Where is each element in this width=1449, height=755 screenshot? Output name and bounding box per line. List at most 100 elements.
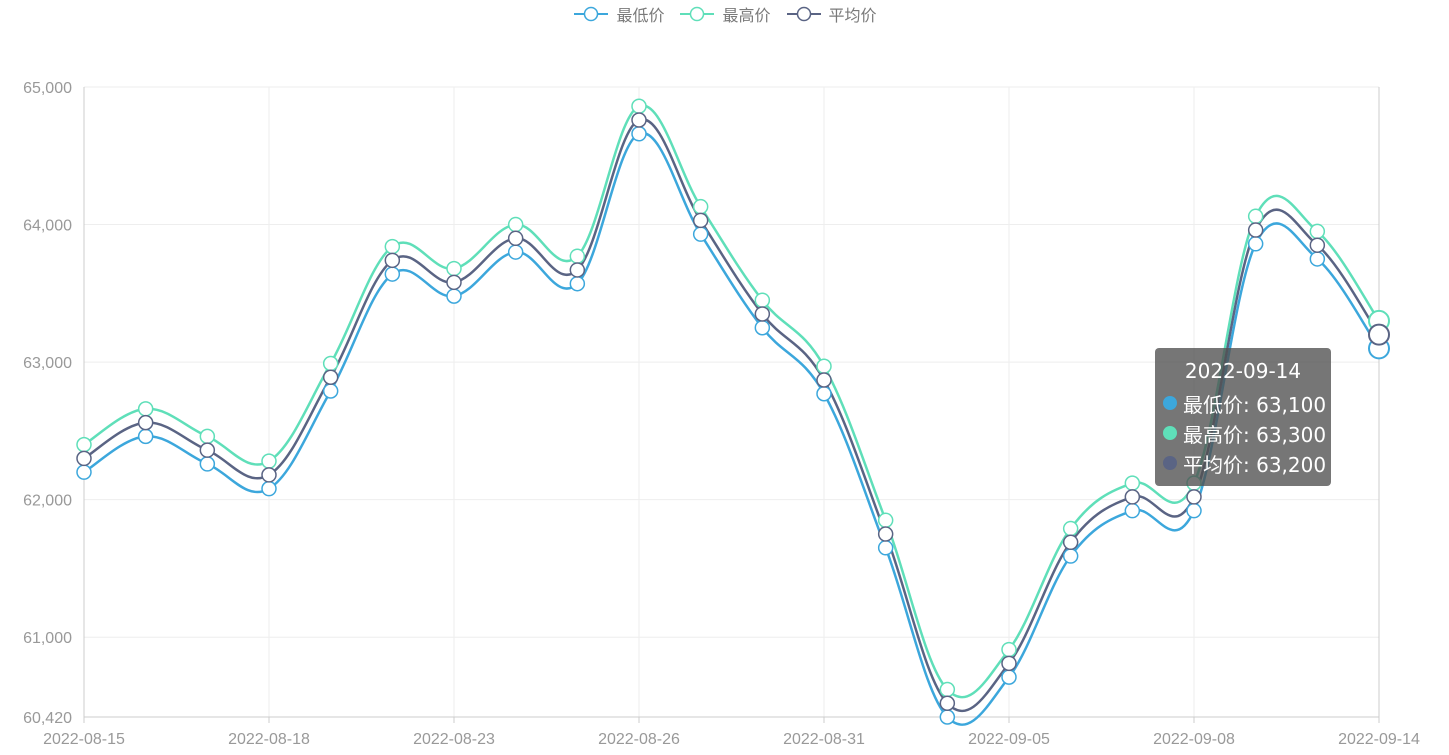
x-tick-label: 2022-08-15 [43, 731, 125, 748]
data-point-avg [507, 230, 524, 247]
data-point-low [692, 226, 709, 242]
grid-lines [84, 86, 1379, 717]
data-point-avg [1247, 222, 1264, 238]
data-point-high [1309, 223, 1326, 240]
legend-avg-label: 平均价 [828, 6, 877, 25]
y-tick-label: 60,420 [23, 710, 72, 727]
tooltip-dot-low-icon [1163, 396, 1177, 410]
tooltip-row-low: 最低价: 63,100 [1163, 388, 1331, 418]
data-point-high [137, 401, 154, 417]
y-tick-label: 63,000 [23, 355, 72, 372]
data-point-avg [816, 372, 832, 388]
data-point-high [939, 681, 956, 698]
data-point-avg [1124, 489, 1141, 505]
data-point-low [76, 464, 92, 480]
data-point-high [1124, 475, 1141, 491]
legend-high-label: 最高价 [722, 6, 771, 25]
y-tick-label: 61,000 [23, 630, 72, 647]
y-tick-label: 64,000 [23, 218, 72, 235]
data-point-avg [1309, 237, 1326, 253]
data-point-high [631, 98, 647, 115]
tooltip-row-avg-label: 平均价: 63,200 [1183, 452, 1327, 477]
data-point-high [754, 292, 771, 308]
data-point-high [507, 216, 524, 233]
x-tick-label: 2022-09-05 [968, 731, 1050, 748]
data-point-avg [631, 112, 647, 128]
data-point-avg [322, 369, 339, 385]
data-point-high [877, 512, 894, 529]
data-point-high [199, 428, 216, 445]
data-point-avg [939, 695, 956, 711]
data-point-low [1247, 236, 1264, 252]
data-point-low [877, 540, 894, 556]
data-point-avg [137, 414, 154, 431]
series-points [76, 98, 1390, 725]
data-point-low [507, 244, 524, 260]
data-point-low [384, 266, 401, 282]
data-point-low [1309, 251, 1326, 267]
data-point-low [137, 428, 154, 445]
data-point-avg [446, 274, 462, 291]
data-point-avg [569, 262, 586, 278]
data-point-low [1124, 502, 1141, 519]
data-point-avg [384, 252, 401, 269]
data-point-avg [754, 306, 771, 322]
data-point-avg [1186, 489, 1202, 505]
data-point-high [1001, 641, 1017, 658]
data-point-low [816, 385, 832, 402]
data-point-low [569, 275, 586, 292]
data-point-low [322, 383, 339, 399]
x-tick-label: 2022-09-08 [1153, 731, 1235, 748]
legend-item-high[interactable]: 最高价 [678, 2, 771, 26]
data-point-high [1062, 520, 1079, 537]
x-tick-label: 2022-08-18 [228, 731, 310, 748]
data-point-high [322, 355, 339, 372]
tooltip-row-high-label: 最高价: 63,300 [1183, 422, 1327, 447]
data-point-avg [261, 467, 277, 483]
legend-low-icon [574, 6, 609, 22]
data-point-avg [692, 212, 709, 229]
data-point-low [754, 319, 771, 336]
data-point-high [446, 260, 462, 277]
legend-item-avg[interactable]: 平均价 [785, 2, 877, 26]
tooltip-row-high: 最高价: 63,300 [1163, 418, 1331, 448]
chart-legend: 最低价 最高价 平均价 [0, 2, 1449, 26]
data-point-low [446, 288, 462, 304]
data-point-avg [199, 442, 216, 458]
x-tick-label: 2022-08-31 [783, 731, 865, 748]
tick-labels: 60,420 61,000 62,000 63,000 64,000 65,000 2022… [23, 80, 1420, 748]
data-point-low [261, 480, 277, 497]
data-point-high [816, 358, 832, 374]
x-tick-label: 2022-08-23 [413, 731, 495, 748]
tooltip-dot-high-icon [1163, 426, 1177, 440]
data-tooltip: 2022-09-14 最低价: 63,100 最高价: 63,300 平均价: … [1155, 348, 1331, 486]
legend-high-icon [680, 6, 715, 22]
data-point-high [384, 238, 401, 255]
data-point-low [631, 126, 647, 142]
data-point-avg [1368, 323, 1390, 346]
data-point-avg [76, 450, 92, 467]
legend-avg-icon [786, 6, 821, 22]
y-tick-label: 62,000 [23, 493, 72, 510]
data-point-high [76, 436, 92, 453]
y-tick-label: 65,000 [23, 80, 72, 97]
legend-low-label: 最低价 [616, 6, 665, 25]
data-point-avg [1001, 655, 1017, 672]
data-point-high [569, 248, 586, 264]
tooltip-title: 2022-09-14 [1184, 359, 1302, 383]
tooltip-row-low-label: 最低价: 63,100 [1183, 392, 1327, 417]
data-point-low [199, 456, 216, 472]
data-point-low [1062, 548, 1079, 564]
axes [83, 87, 1380, 723]
legend-item-low[interactable]: 最低价 [572, 2, 664, 26]
tooltip-dot-avg-icon [1163, 456, 1177, 470]
data-point-high [261, 453, 277, 469]
data-point-avg [1062, 534, 1079, 551]
data-point-low [1001, 669, 1017, 685]
x-tick-label: 2022-09-14 [1338, 731, 1420, 748]
data-point-high [692, 198, 709, 215]
x-tick-label: 2022-08-26 [598, 731, 680, 748]
data-point-low [939, 709, 956, 725]
tooltip-row-avg: 平均价: 63,200 [1163, 448, 1331, 478]
data-point-avg [877, 526, 894, 542]
